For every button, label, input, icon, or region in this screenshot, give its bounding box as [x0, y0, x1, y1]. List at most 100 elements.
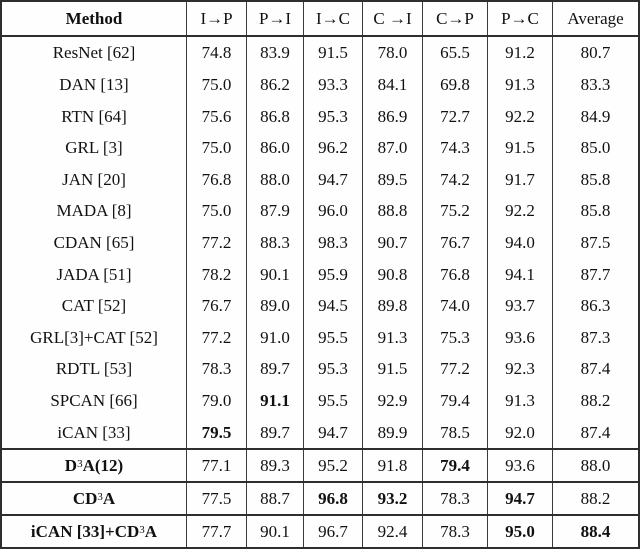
table-row: MADA [8] 75.0 87.9 96.0 88.8 75.2 92.2 85.8	[2, 195, 638, 227]
value-cell: 75.0	[187, 131, 247, 164]
value-cell: 75.0	[187, 68, 247, 101]
value-cell: 90.8	[363, 258, 423, 290]
value-cell: 75.3	[423, 321, 488, 354]
value-cell: 77.2	[187, 226, 247, 259]
column-header: Average	[567, 9, 624, 28]
value-cell: 89.7	[247, 416, 304, 448]
value-cell: 78.3	[423, 515, 488, 547]
value-cell: 77.2	[423, 353, 488, 385]
value-cell: 75.2	[423, 195, 488, 227]
value-cell: 83.9	[247, 37, 304, 69]
value-cell: 90.1	[247, 258, 304, 290]
value-cell: 79.4	[423, 384, 488, 417]
method-cell: CD 3 A	[2, 482, 187, 514]
value-cell: 91.8	[363, 449, 423, 481]
value-cell: 91.3	[363, 321, 423, 354]
table-row: CAT [52] 76.7 89.0 94.5 89.8 74.0 93.7 86.3	[2, 289, 638, 322]
value-cell: 93.3	[304, 68, 363, 101]
value-cell: 78.2	[187, 258, 247, 290]
value-cell: 88.3	[247, 226, 304, 259]
value-cell: 76.7	[187, 289, 247, 322]
value-cell: 74.2	[423, 163, 488, 196]
table-row: DAN [13] 75.0 86.2 93.3 84.1 69.8 91.3 83.3	[2, 68, 638, 101]
value-cell: 69.8	[423, 68, 488, 101]
value-cell: 77.5	[187, 482, 247, 514]
value-cell: 79.0	[187, 384, 247, 417]
value-cell: 88.0	[247, 163, 304, 196]
value-cell: 88.2	[580, 488, 611, 508]
value-cell: 91.5	[304, 37, 363, 69]
value-cell: 86.9	[363, 100, 423, 132]
column-header: I→C	[304, 2, 363, 35]
method-cell: RDTL [53]	[2, 353, 187, 385]
value-cell: 87.4	[580, 422, 611, 442]
value-cell: 74.8	[187, 37, 247, 69]
value-cell: 77.7	[187, 515, 247, 547]
value-cell: 94.5	[304, 289, 363, 322]
value-cell: 86.8	[247, 100, 304, 132]
method-cell: JADA [51]	[2, 258, 187, 290]
value-cell: 91.0	[247, 321, 304, 354]
value-cell: 95.5	[304, 321, 363, 354]
table-row: SPCAN [66] 79.0 91.1 95.5 92.9 79.4 91.3 88.2	[2, 384, 638, 417]
value-cell: 76.8	[423, 258, 488, 290]
value-cell: 92.2	[488, 100, 553, 132]
value-cell: 93.6	[488, 321, 553, 354]
value-cell: 86.2	[247, 68, 304, 101]
value-cell: 85.8	[580, 169, 611, 189]
value-cell: 88.4	[580, 521, 611, 541]
value-cell: 89.8	[363, 289, 423, 322]
table-row: JAN [20] 76.8 88.0 94.7 89.5 74.2 91.7 85.8	[2, 163, 638, 196]
table-row: JADA [51] 78.2 90.1 95.9 90.8 76.8 94.1 87.7	[2, 258, 638, 290]
value-cell: 96.0	[304, 195, 363, 227]
value-cell: 78.5	[423, 416, 488, 448]
value-cell: 95.3	[304, 100, 363, 132]
value-cell: 89.5	[363, 163, 423, 196]
value-cell: 87.0	[363, 131, 423, 164]
table-row: D 3 A(12) 77.1 89.3 95.2 91.8 79.4 93.6 88.0	[2, 447, 638, 481]
value-cell: 90.1	[247, 515, 304, 547]
table-row: RDTL [53] 78.3 89.7 95.3 91.5 77.2 92.3 87.4	[2, 353, 638, 385]
value-cell: 96.2	[304, 131, 363, 164]
value-cell: 94.7	[304, 416, 363, 448]
value-cell: 94.0	[488, 226, 553, 259]
value-cell: 75.6	[187, 100, 247, 132]
column-header: P→C	[488, 2, 553, 35]
value-cell: 93.7	[488, 289, 553, 322]
value-cell: 89.0	[247, 289, 304, 322]
column-header: P→I	[247, 2, 304, 35]
value-cell: 78.0	[363, 37, 423, 69]
value-cell: 88.0	[580, 455, 611, 475]
value-cell: 77.1	[187, 449, 247, 481]
value-cell: 78.3	[187, 353, 247, 385]
value-cell: 93.2	[363, 482, 423, 514]
method-cell: iCAN [33]+CD 3 A	[2, 515, 187, 547]
column-header: C →I	[363, 2, 423, 35]
value-cell: 86.0	[247, 131, 304, 164]
value-cell: 65.5	[423, 37, 488, 69]
value-cell: 88.7	[247, 482, 304, 514]
method-cell: iCAN [33]	[2, 416, 187, 448]
table-header-row: Method I→P P→I I→C C →I C→P P→C Average	[2, 2, 638, 37]
value-cell: 79.4	[423, 449, 488, 481]
value-cell: 92.0	[488, 416, 553, 448]
value-cell: 91.3	[488, 384, 553, 417]
value-cell: 74.0	[423, 289, 488, 322]
value-cell: 72.7	[423, 100, 488, 132]
value-cell: 77.2	[187, 321, 247, 354]
value-cell: 90.7	[363, 226, 423, 259]
method-cell: GRL [3]	[2, 131, 187, 164]
value-cell: 85.0	[580, 138, 611, 158]
value-cell: 94.7	[488, 482, 553, 514]
value-cell: 95.2	[304, 449, 363, 481]
value-cell: 91.1	[247, 384, 304, 417]
column-header-method: Method	[2, 2, 187, 35]
value-cell: 84.9	[580, 106, 611, 126]
value-cell: 92.9	[363, 384, 423, 417]
method-cell: RTN [64]	[2, 100, 187, 132]
value-cell: 87.7	[580, 264, 611, 284]
value-cell: 88.8	[363, 195, 423, 227]
value-cell: 95.3	[304, 353, 363, 385]
column-header: I→P	[187, 2, 247, 35]
